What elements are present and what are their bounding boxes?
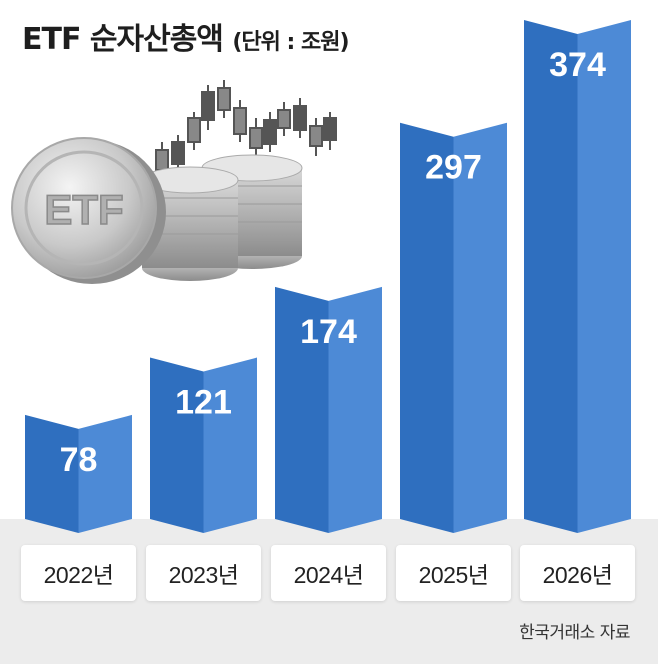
candlestick-icon: [155, 80, 337, 178]
bar-face-left: [400, 122, 454, 533]
bar-value-label: 374: [549, 46, 606, 84]
x-tick-label: 2023년: [146, 545, 261, 601]
bar: 121: [150, 357, 257, 533]
bar-face-left: [25, 414, 79, 533]
unit-label: (단위 : 조원): [232, 30, 349, 55]
etf-coin-icon: ETF: [11, 137, 166, 284]
bar-value-label: 121: [175, 384, 232, 422]
title-text: ETF 순자산총액: [22, 22, 224, 57]
bar-face-right: [203, 357, 257, 533]
bar: 297: [400, 122, 507, 533]
etf-coin-stack-icon: ETF: [11, 80, 337, 284]
bar-value-label: 297: [425, 149, 482, 187]
bar-value-label: 78: [60, 441, 98, 479]
bar-face-left: [275, 286, 329, 533]
bar-face-right: [577, 20, 631, 533]
bar: 174: [275, 286, 382, 533]
x-tick-label: 2024년: [271, 545, 386, 601]
bar-face-right: [78, 414, 132, 533]
bar: 374: [524, 20, 631, 533]
x-tick-label: 2022년: [21, 545, 136, 601]
bar: 78: [25, 414, 132, 533]
bar-face-left: [150, 357, 204, 533]
x-tick-label: 2026년: [520, 545, 635, 601]
x-tick-label: 2025년: [396, 545, 511, 601]
svg-text:ETF: ETF: [44, 186, 123, 233]
source-note: 한국거래소 자료: [519, 623, 630, 643]
bar-face-left: [524, 20, 578, 533]
bar-value-label: 174: [300, 313, 357, 351]
bar-face-right: [453, 122, 507, 533]
chart-title: ETF 순자산총액 (단위 : 조원): [22, 14, 350, 58]
bar-face-right: [328, 286, 382, 533]
